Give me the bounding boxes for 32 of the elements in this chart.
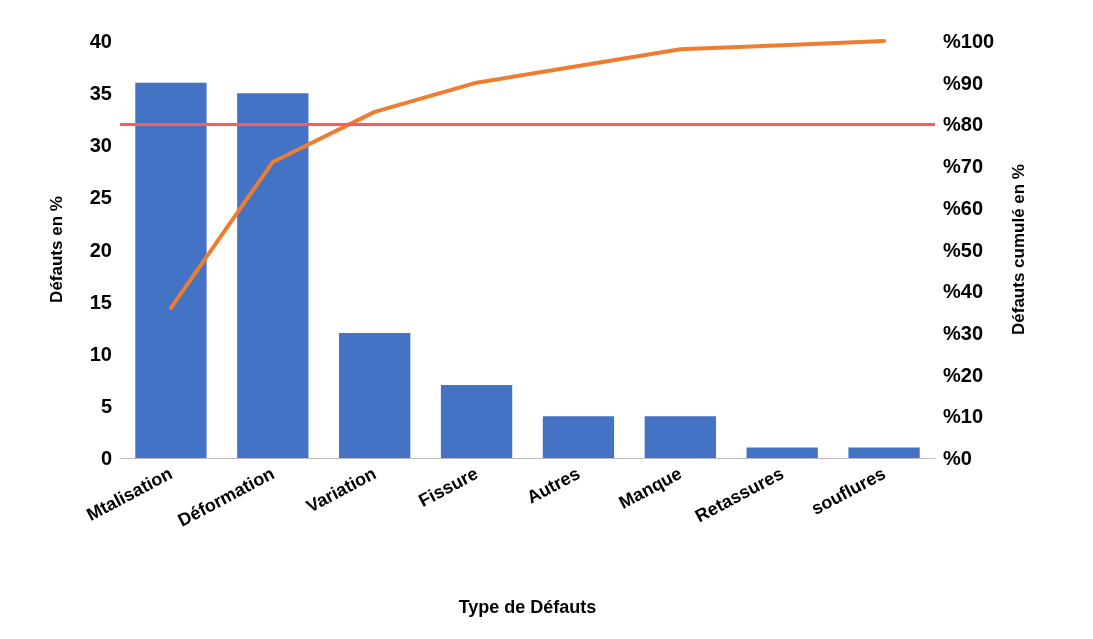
bar bbox=[746, 447, 818, 458]
bar bbox=[848, 447, 920, 458]
bar bbox=[440, 385, 513, 458]
y2-tick-label: %40 bbox=[943, 280, 984, 303]
y-tick-label: 30 bbox=[89, 134, 112, 157]
bar bbox=[135, 82, 207, 458]
y2-tick-label: %70 bbox=[943, 155, 984, 178]
bar bbox=[237, 93, 309, 458]
x-axis-title: Type de Défauts bbox=[458, 597, 597, 617]
y2-tick-label: %90 bbox=[943, 71, 984, 94]
y2-tick-label: %80 bbox=[943, 113, 984, 136]
y2-tick-label: %20 bbox=[943, 363, 984, 386]
bar bbox=[542, 416, 615, 458]
y-tick-label: 10 bbox=[89, 342, 112, 365]
y-tick-label: 25 bbox=[89, 186, 112, 209]
y2-tick-label: %60 bbox=[943, 196, 984, 219]
y-tick-label: 5 bbox=[100, 394, 112, 417]
y-tick-label: 35 bbox=[89, 82, 112, 105]
y2-tick-label: %100 bbox=[943, 30, 995, 52]
bar bbox=[339, 332, 411, 458]
y-tick-label: 40 bbox=[89, 30, 112, 52]
y2-axis-title: Défauts cumulé en % bbox=[1009, 164, 1028, 335]
y-tick-label: 15 bbox=[89, 290, 112, 313]
y-tick-label: 0 bbox=[100, 447, 112, 469]
line-series bbox=[168, 39, 887, 310]
y2-tick-label: %30 bbox=[943, 321, 984, 344]
y2-tick-label: %0 bbox=[943, 447, 972, 469]
y-axis-title: Défauts en % bbox=[47, 196, 66, 303]
bar bbox=[644, 416, 716, 458]
y2-tick-label: %50 bbox=[943, 238, 984, 261]
y2-tick-label: %10 bbox=[943, 405, 984, 428]
y-tick-label: 20 bbox=[89, 238, 112, 261]
